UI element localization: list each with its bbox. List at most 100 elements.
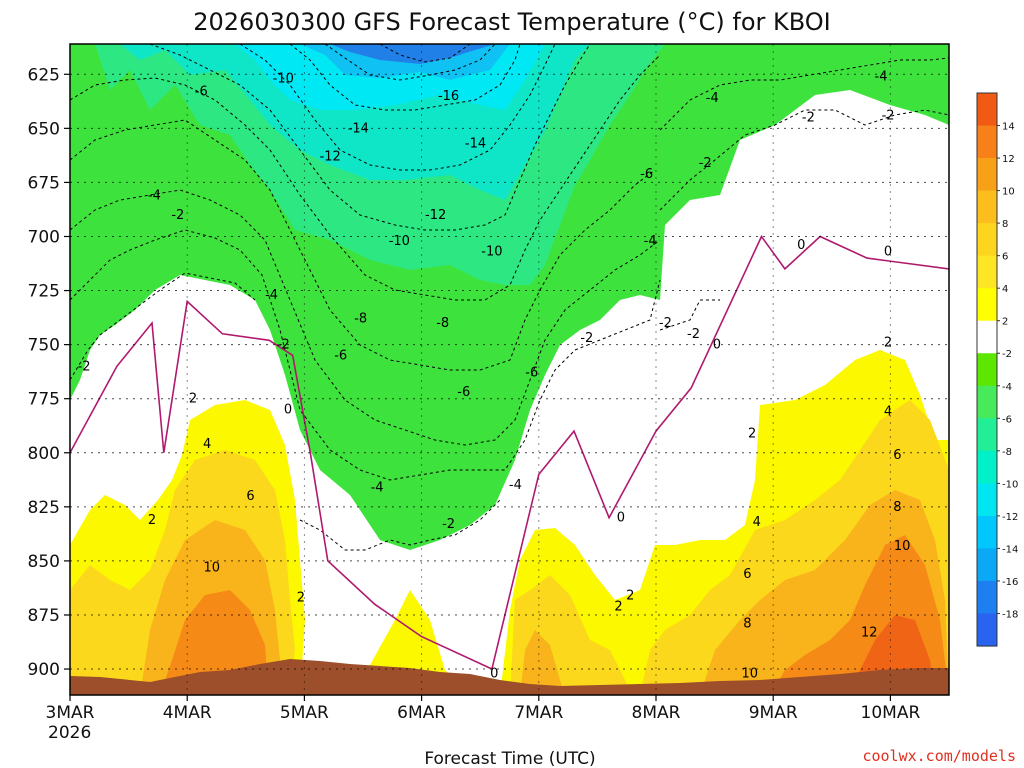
colorbar-label: 12 xyxy=(1002,154,1015,165)
isotherm-line xyxy=(379,44,471,63)
isotherm-label: 4 xyxy=(753,515,761,530)
colorbar-label: -16 xyxy=(1002,577,1018,588)
colorbar-swatch xyxy=(977,255,997,289)
isotherm-label: 4 xyxy=(884,405,892,420)
x-tick-label: 6MAR xyxy=(397,703,446,723)
isotherm-label: -4 xyxy=(265,288,278,303)
y-tick-label: 725 xyxy=(28,282,60,302)
colorbar-label: 6 xyxy=(1002,252,1008,263)
isotherm-label: -2 xyxy=(442,517,455,532)
isotherm-label: -8 xyxy=(436,316,449,331)
colorbar-swatch xyxy=(977,483,997,517)
dashed-isotherms xyxy=(70,44,949,551)
isotherm-line xyxy=(239,44,556,171)
warm-zone-gold xyxy=(70,400,949,695)
y-tick-label: 675 xyxy=(28,173,60,193)
x-tick-label: 9MAR xyxy=(749,703,798,723)
isotherm-label: 2 xyxy=(297,591,305,606)
isotherm-line xyxy=(70,189,661,446)
x-tick-label: 7MAR xyxy=(514,703,563,723)
colorbar-swatch xyxy=(977,158,997,192)
isotherm-label: 2 xyxy=(189,392,197,407)
isotherm-label: 0 xyxy=(490,666,498,681)
isotherm-label: -6 xyxy=(195,85,208,100)
isotherm-label: -10 xyxy=(481,245,502,260)
isotherm-label: -8 xyxy=(354,312,367,327)
colorbar-label: -6 xyxy=(1002,414,1012,425)
colorbar-swatch xyxy=(977,320,997,354)
y-tick-label: 800 xyxy=(28,444,60,464)
isotherm-label: 10 xyxy=(204,560,221,575)
isotherm-label: -2 xyxy=(277,338,290,353)
isotherm-label: 2 xyxy=(884,335,892,350)
isotherm-label: 6 xyxy=(246,489,254,504)
y-tick-label: 875 xyxy=(28,606,60,626)
isotherm-label: -14 xyxy=(348,121,369,136)
isotherm-label: -2 xyxy=(699,156,712,171)
isotherm-label: -4 xyxy=(875,69,888,84)
isotherm-label: -6 xyxy=(334,348,347,363)
surface-terrain xyxy=(70,659,949,695)
colorbar-label: -14 xyxy=(1002,544,1018,555)
colorbar-label: 14 xyxy=(1002,122,1015,133)
isotherm-label: -12 xyxy=(425,208,446,223)
isotherm-label: -2 xyxy=(882,108,895,123)
isotherm-label: -14 xyxy=(465,136,486,151)
colorbar-swatch xyxy=(977,418,997,452)
plot-frame xyxy=(69,43,950,696)
isotherm-labels: -2 -4 -6 -10 -2 -4 -2 2 0 4 6 2 10 2 -14 -16 -14 -12 -12 -1… xyxy=(78,69,911,681)
y-tick-label: 900 xyxy=(28,660,60,680)
y-tick-label: 850 xyxy=(28,552,60,572)
isotherm-label: -2 xyxy=(580,331,593,346)
isotherm-line xyxy=(324,44,496,81)
colorbar-swatch xyxy=(977,125,997,159)
warm-zone-amber xyxy=(140,490,949,695)
colorbar-swatch xyxy=(977,548,997,582)
colorbar-swatch xyxy=(977,515,997,550)
isotherm-label: -4 xyxy=(644,234,657,249)
colorbar-label: -12 xyxy=(1002,512,1018,523)
x-axis: 3MAR 4MAR 5MAR 6MAR 7MAR 8MAR 9MAR 10MAR xyxy=(46,695,921,723)
isotherm-label: -6 xyxy=(640,167,653,182)
isotherm-label: -6 xyxy=(457,385,470,400)
isotherm-label: 2 xyxy=(614,599,622,614)
colorbar-swatch xyxy=(977,450,997,484)
colorbar-label: 2 xyxy=(1002,317,1008,328)
isotherm-label: -6 xyxy=(525,366,538,381)
isotherm-label: -12 xyxy=(320,149,341,164)
colorbar-swatch xyxy=(977,580,997,615)
x-axis-label: Forecast Time (UTC) xyxy=(424,749,595,768)
colorbar-label: -10 xyxy=(1002,479,1018,490)
colorbar: 14 12 10 8 6 4 2 -2 -4 -6 -8 -10 -12 -14 -16 -18 xyxy=(976,92,1018,647)
colorbar-swatch xyxy=(977,613,997,647)
y-tick-label: 825 xyxy=(28,498,60,518)
isotherm-label: 2 xyxy=(626,589,634,604)
isotherm-label: 2 xyxy=(748,426,756,441)
isotherm-label: -10 xyxy=(389,234,410,249)
y-tick-label: 750 xyxy=(28,336,60,356)
credit-text: coolwx.com/models xyxy=(862,747,1016,765)
isotherm-label: -4 xyxy=(371,480,384,495)
colorbar-label: 10 xyxy=(1002,187,1015,198)
colorbar-swatch xyxy=(977,223,997,257)
band-blue xyxy=(330,44,495,64)
isotherm-line xyxy=(70,119,656,371)
colorbar-swatch xyxy=(977,190,997,224)
colorbar-label: 8 xyxy=(1002,219,1008,230)
isotherm-label: 0 xyxy=(284,403,292,418)
x-tick-label: 8MAR xyxy=(632,703,681,723)
isotherm-label: 0 xyxy=(797,238,805,253)
isotherm-label: -2 xyxy=(687,327,700,342)
isotherm-label: -2 xyxy=(78,359,91,374)
isotherm-label: -4 xyxy=(148,188,161,203)
y-tick-label: 650 xyxy=(28,119,60,139)
colorbar-label: 4 xyxy=(1002,284,1008,295)
x-axis-year: 2026 xyxy=(48,723,91,743)
isotherm-label: 0 xyxy=(617,511,625,526)
isotherm-label: 10 xyxy=(894,539,911,554)
x-tick-label: 4MAR xyxy=(163,703,212,723)
isotherm-label: 6 xyxy=(743,567,751,582)
isotherm-label: 6 xyxy=(893,448,901,463)
x-tick-label: 10MAR xyxy=(861,703,921,723)
